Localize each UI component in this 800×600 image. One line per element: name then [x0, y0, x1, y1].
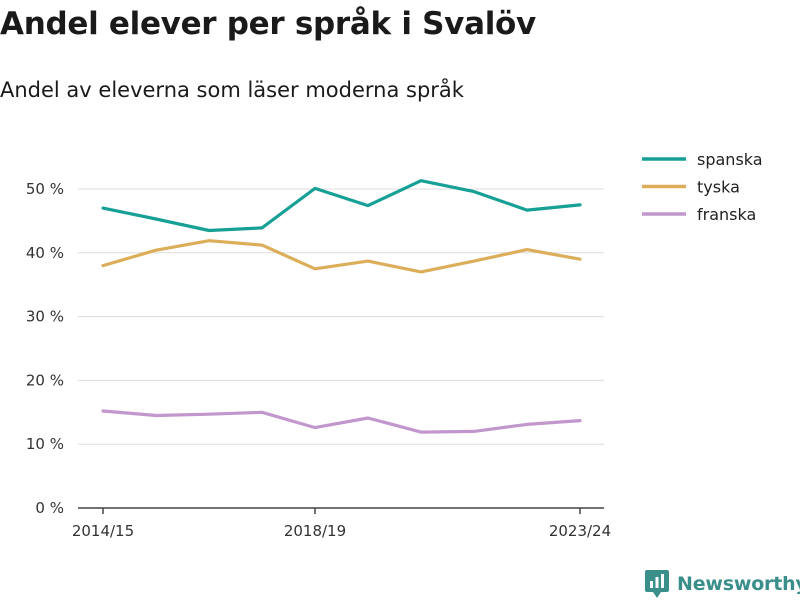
y-tick-label: 20 % [26, 371, 64, 389]
y-tick-label: 10 % [26, 435, 64, 453]
series-line-franska [101, 409, 582, 434]
y-tick-label: 0 % [35, 499, 64, 517]
x-tick-label: 2023/24 [549, 522, 611, 540]
series-lines [101, 179, 582, 434]
legend-label-tyska: tyska [697, 178, 740, 197]
legend-label-franska: franska [697, 205, 756, 224]
series-line-spanska [101, 179, 582, 233]
series-line-tyska [101, 239, 582, 274]
legend-label-spanska: spanska [697, 150, 763, 169]
brand-name: Newsworthy [677, 573, 800, 595]
x-axis: 2014/15 2018/19 2023/24 [72, 507, 611, 540]
legend: spanska tyska franska [642, 150, 763, 224]
grid-lines [78, 188, 604, 445]
x-tick-label: 2014/15 [72, 522, 134, 540]
chart-title: Andel elever per språk i Svalöv [0, 6, 536, 42]
y-tick-label: 30 % [26, 308, 64, 326]
chart-subtitle: Andel av eleverna som läser moderna språ… [0, 78, 464, 102]
newsworthy-logo-icon [645, 570, 669, 598]
brand-logo: Newsworthy [644, 569, 800, 599]
y-tick-label: 40 % [26, 244, 64, 262]
y-tick-label: 50 % [26, 180, 64, 198]
y-axis-ticks: 0 % 10 % 20 % 30 % 40 % 50 % [26, 180, 64, 517]
x-tick-label: 2018/19 [284, 522, 346, 540]
